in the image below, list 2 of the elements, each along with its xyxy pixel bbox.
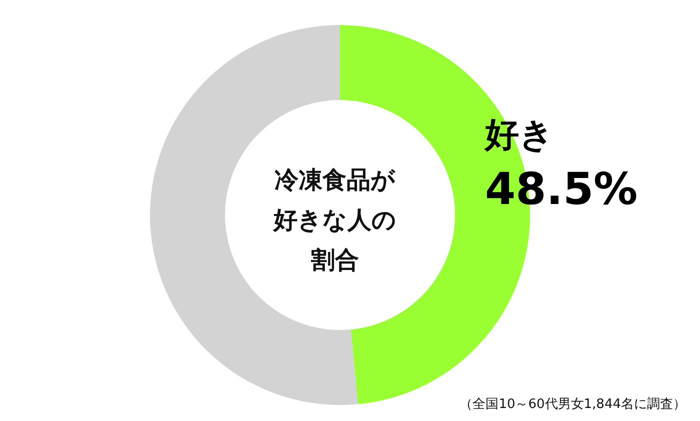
text: （全国10～60代男女1,844名に調査） [460,396,686,413]
text: 冷凍食品が好きな人の割合 [272,165,398,276]
